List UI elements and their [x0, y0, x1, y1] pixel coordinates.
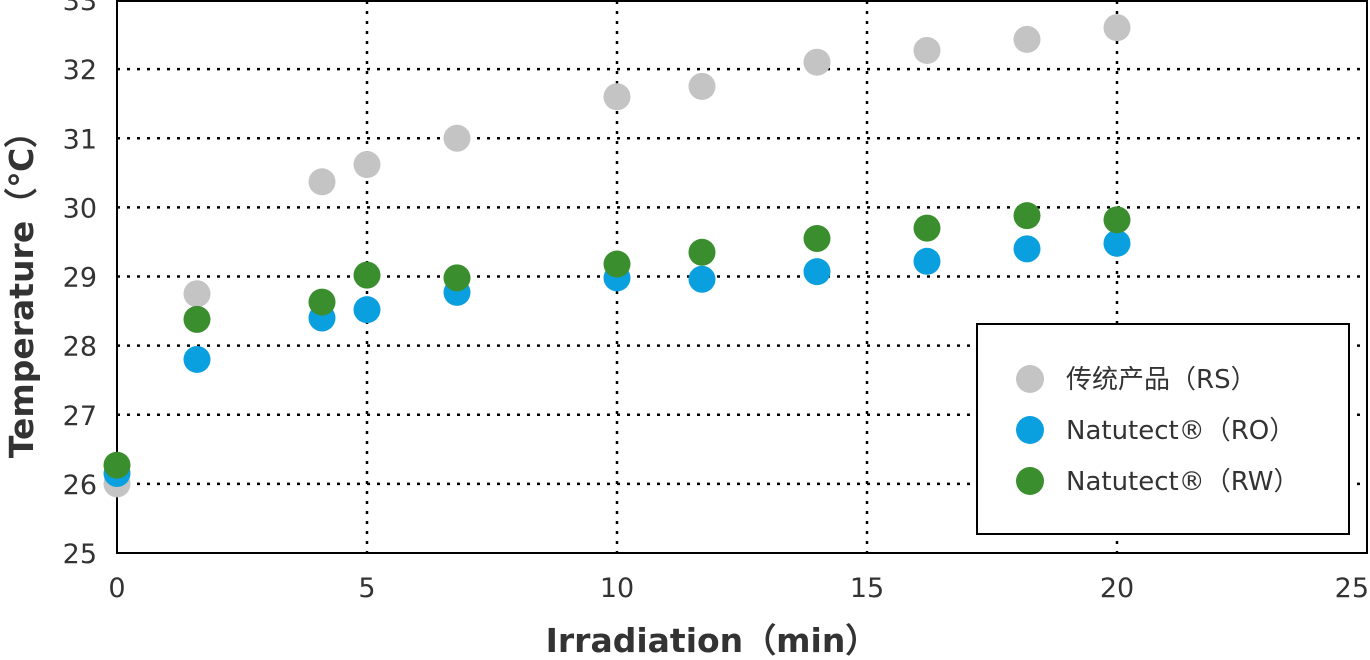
y-tick-label: 33: [63, 0, 97, 17]
y-tick-label: 25: [63, 539, 97, 570]
data-point: [183, 305, 211, 333]
y-axis-title: Temperature（℃）: [2, 115, 41, 458]
data-point: [183, 345, 211, 373]
data-point: [1103, 206, 1131, 234]
data-point: [1013, 235, 1041, 263]
data-point: [803, 258, 831, 286]
data-point: [603, 250, 631, 278]
data-point: [308, 288, 336, 316]
x-axis-title: Irradiation（min）: [546, 621, 879, 660]
y-axis-ticks: 25 26 27 28 29 30 31 32 33: [63, 0, 97, 570]
legend-marker: [1016, 467, 1044, 495]
legend-marker: [1016, 365, 1044, 393]
y-tick-label: 29: [63, 263, 97, 294]
data-point: [353, 261, 381, 289]
legend-label: Natutect®（RW）: [1066, 467, 1299, 497]
x-tick-label: 10: [600, 573, 634, 604]
x-axis-ticks: 0 5 10 15 20 25: [108, 573, 1369, 604]
series-2: [103, 202, 1131, 479]
data-point: [803, 224, 831, 252]
x-tick-label: 5: [358, 573, 375, 604]
data-point: [1013, 25, 1041, 53]
y-tick-label: 30: [63, 193, 97, 224]
data-point: [913, 36, 941, 64]
data-point: [308, 168, 336, 196]
x-tick-label: 20: [1100, 573, 1134, 604]
x-tick-label: 15: [850, 573, 884, 604]
data-points: [103, 14, 1131, 498]
y-tick-label: 26: [63, 470, 97, 501]
x-tick-label: 25: [1335, 573, 1369, 604]
data-point: [803, 48, 831, 76]
legend: 传统产品（RS） Natutect®（RO） Natutect®（RW）: [976, 323, 1350, 535]
data-point: [353, 151, 381, 179]
y-tick-label: 31: [63, 124, 97, 155]
data-point: [688, 265, 716, 293]
legend-label: Natutect®（RO）: [1066, 416, 1295, 446]
y-tick-label: 32: [63, 55, 97, 86]
data-point: [1103, 229, 1131, 257]
data-point: [103, 451, 131, 479]
data-point: [183, 280, 211, 308]
y-tick-label: 28: [63, 332, 97, 363]
data-point: [688, 72, 716, 100]
data-point: [1013, 202, 1041, 230]
legend-label: 传统产品（RS）: [1066, 365, 1257, 395]
series-0: [103, 14, 1131, 498]
data-point: [353, 296, 381, 324]
x-tick-label: 0: [108, 573, 125, 604]
data-point: [603, 83, 631, 111]
data-point: [1103, 14, 1131, 42]
plot-area-frame: [116, 0, 1368, 554]
data-point: [443, 264, 471, 292]
y-tick-label: 27: [63, 401, 97, 432]
data-point: [913, 247, 941, 275]
data-point: [443, 124, 471, 152]
data-point: [913, 214, 941, 242]
legend-marker: [1016, 416, 1044, 444]
data-point: [688, 238, 716, 266]
